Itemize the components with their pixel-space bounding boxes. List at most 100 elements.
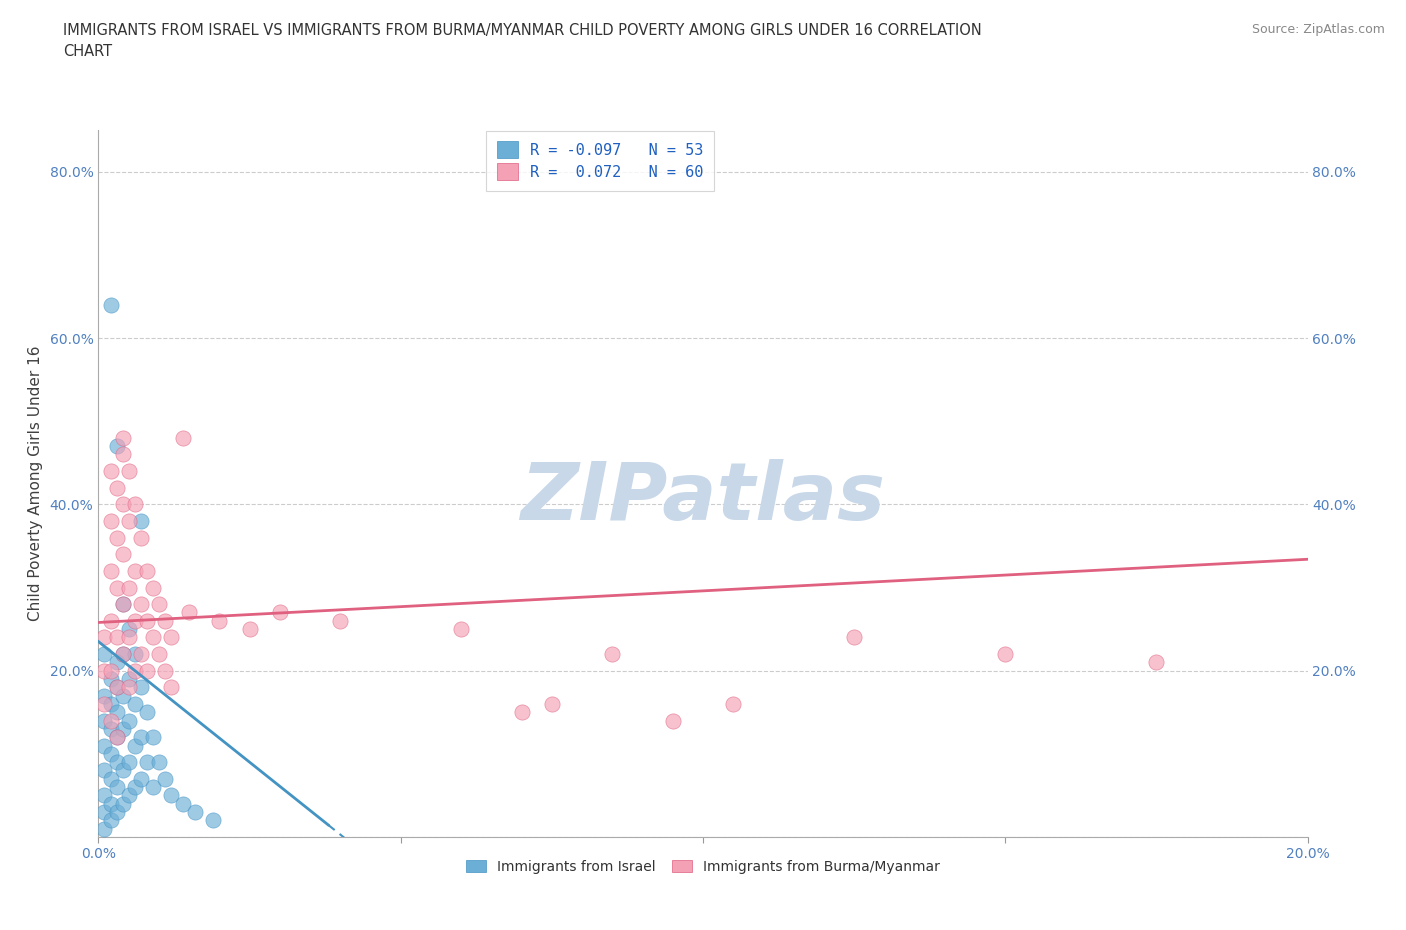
Point [93, 630, 115, 644]
Point [450, 621, 472, 636]
Point [100, 298, 122, 312]
Point [118, 630, 141, 644]
Point [118, 671, 141, 686]
Point [142, 630, 165, 644]
Point [93, 788, 115, 803]
Point [105, 530, 128, 545]
Point [105, 705, 128, 720]
Point [124, 738, 146, 753]
Point [160, 630, 183, 644]
Point [100, 813, 122, 828]
Point [184, 804, 207, 819]
Point [153, 663, 176, 678]
Point [105, 755, 128, 770]
Point [111, 447, 134, 462]
Point [153, 771, 176, 786]
Point [129, 513, 152, 528]
Point [100, 564, 122, 578]
Point [100, 713, 122, 728]
Point [129, 597, 152, 612]
Point [100, 747, 122, 762]
Point [172, 431, 194, 445]
Point [540, 697, 562, 711]
Point [142, 730, 165, 745]
Point [723, 697, 745, 711]
Point [179, 605, 201, 620]
Text: Source: ZipAtlas.com: Source: ZipAtlas.com [1251, 23, 1385, 36]
Point [100, 796, 122, 811]
Point [153, 614, 176, 629]
Point [135, 663, 157, 678]
Point [160, 788, 183, 803]
Point [93, 713, 115, 728]
Point [148, 755, 170, 770]
Point [105, 580, 128, 595]
Point [129, 646, 152, 661]
Point [135, 755, 157, 770]
Point [148, 646, 170, 661]
Point [661, 713, 683, 728]
Point [124, 779, 146, 794]
Point [105, 439, 128, 454]
Point [111, 597, 134, 612]
Point [105, 480, 128, 495]
Point [100, 697, 122, 711]
Point [105, 655, 128, 670]
Point [239, 621, 262, 636]
Point [100, 513, 122, 528]
Point [994, 646, 1017, 661]
Point [129, 771, 152, 786]
Point [100, 464, 122, 479]
Point [142, 779, 165, 794]
Point [124, 663, 146, 678]
Point [93, 821, 115, 836]
Point [105, 804, 128, 819]
Point [93, 697, 115, 711]
Point [100, 671, 122, 686]
Point [124, 614, 146, 629]
Point [844, 630, 866, 644]
Point [124, 564, 146, 578]
Point [93, 688, 115, 703]
Point [105, 779, 128, 794]
Point [135, 614, 157, 629]
Point [118, 513, 141, 528]
Point [160, 680, 183, 695]
Point [148, 597, 170, 612]
Point [602, 646, 624, 661]
Point [111, 497, 134, 512]
Point [111, 763, 134, 777]
Point [118, 680, 141, 695]
Point [93, 804, 115, 819]
Point [105, 730, 128, 745]
Point [129, 680, 152, 695]
Point [100, 663, 122, 678]
Point [124, 497, 146, 512]
Point [202, 813, 225, 828]
Point [129, 530, 152, 545]
Point [105, 630, 128, 644]
Point [93, 763, 115, 777]
Point [105, 680, 128, 695]
Legend: Immigrants from Israel, Immigrants from Burma/Myanmar: Immigrants from Israel, Immigrants from … [461, 855, 945, 880]
Point [93, 646, 115, 661]
Point [111, 722, 134, 737]
Point [329, 614, 352, 629]
Point [129, 730, 152, 745]
Point [118, 621, 141, 636]
Point [172, 796, 194, 811]
Point [111, 646, 134, 661]
Point [93, 738, 115, 753]
Point [135, 705, 157, 720]
Point [100, 771, 122, 786]
Y-axis label: Child Poverty Among Girls Under 16: Child Poverty Among Girls Under 16 [28, 346, 42, 621]
Point [124, 646, 146, 661]
Point [111, 796, 134, 811]
Point [111, 688, 134, 703]
Point [135, 564, 157, 578]
Point [100, 722, 122, 737]
Point [124, 697, 146, 711]
Text: IMMIGRANTS FROM ISRAEL VS IMMIGRANTS FROM BURMA/MYANMAR CHILD POVERTY AMONG GIRL: IMMIGRANTS FROM ISRAEL VS IMMIGRANTS FRO… [63, 23, 981, 60]
Text: ZIPatlas: ZIPatlas [520, 458, 886, 537]
Point [118, 464, 141, 479]
